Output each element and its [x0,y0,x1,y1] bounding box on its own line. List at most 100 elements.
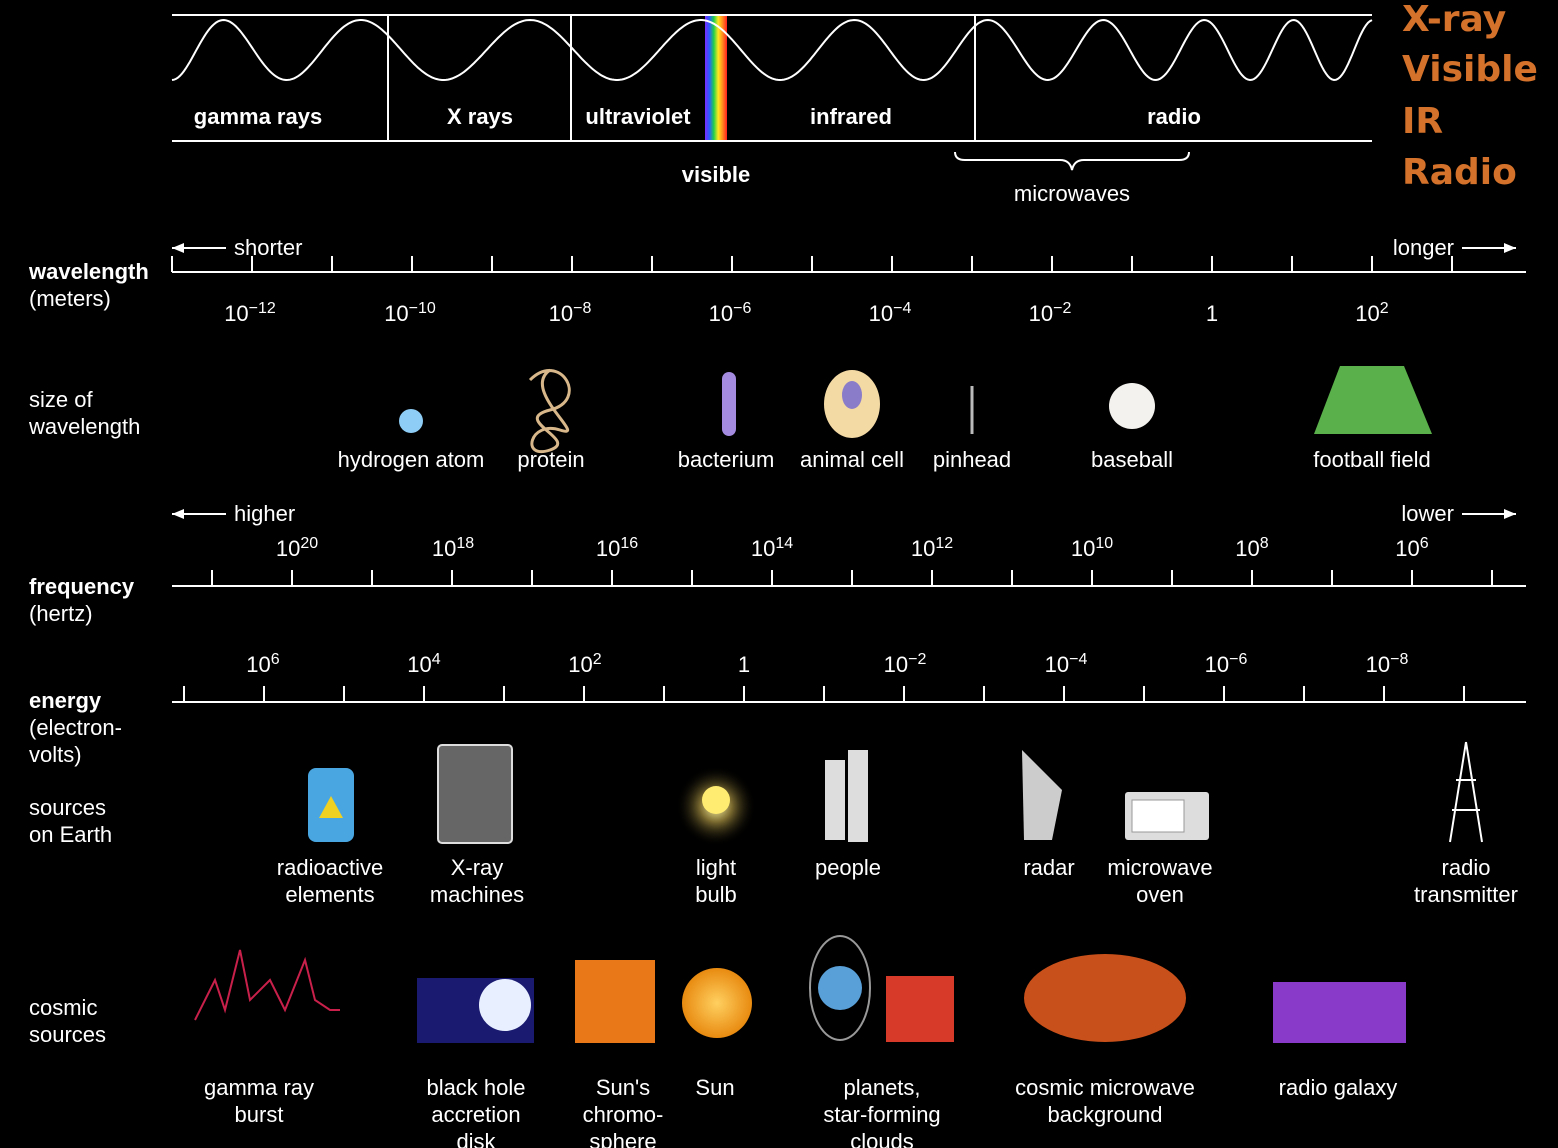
band-label: X rays [447,104,513,129]
direction-label: longer [1393,235,1454,260]
row-label: wavelength [28,414,140,439]
arrow-head [172,243,184,253]
earth-source: radio [1442,855,1491,880]
tick-label: 10−10 [384,300,436,326]
tick-base: 10 [884,652,908,677]
band-label: gamma rays [194,104,322,129]
tick-label: 10−4 [869,300,912,326]
visible-label: visible [682,162,750,187]
tick-base: 10 [432,536,456,561]
tick-base: 10 [1205,652,1229,677]
row-label: on Earth [29,822,112,847]
tick-exponent: 16 [620,535,638,552]
tick-label: 1014 [751,535,793,561]
tick-exponent: 6 [1420,535,1429,552]
tick-exponent: −12 [249,300,276,317]
cosmic-source: Sun's [596,1075,650,1100]
direction-label: lower [1401,501,1454,526]
tick-base: 10 [1071,536,1095,561]
tick-label: 108 [1235,535,1268,561]
size-item: football field [1313,447,1430,472]
tick-label: 106 [246,651,279,677]
tick-label: 10−8 [1366,651,1409,677]
arrow-head [1504,509,1516,519]
tick-base: 10 [911,536,935,561]
cosmic-source: black hole [426,1075,525,1100]
tick-exponent: −2 [1053,300,1071,317]
tick-exponent: 14 [775,535,793,552]
arrow-head [172,509,184,519]
spectrum-frame [171,14,1373,171]
tick-label: 102 [1355,300,1388,326]
earth-source: radar [1023,855,1074,880]
tick-label: 1 [1206,301,1218,326]
arrow-head [1504,243,1516,253]
size-item: bacterium [678,447,775,472]
row-label: size of [29,387,93,412]
tick-exponent: −8 [573,300,591,317]
earth-source: oven [1136,882,1184,907]
tick-label: 10−4 [1045,651,1088,677]
tick-base: 1 [1206,301,1218,326]
size-item: baseball [1091,447,1173,472]
row-label: sources [29,795,106,820]
tick-exponent: −6 [733,300,751,317]
tick-exponent: 10 [1095,535,1113,552]
earth-source: microwave [1107,855,1212,880]
cosmic-source: radio galaxy [1279,1075,1398,1100]
tick-exponent: 4 [432,651,441,668]
highlight-item: Radio [1402,152,1517,193]
cosmic-source: planets, [843,1075,920,1100]
row-label: sources [29,1022,106,1047]
tick-label: 106 [1395,535,1428,561]
tick-base: 10 [246,652,270,677]
row-unit: (electron- [29,715,122,740]
tick-exponent: 18 [456,535,474,552]
highlight-item: Visible [1402,49,1538,90]
tick-exponent: 20 [300,535,318,552]
tick-exponent: −2 [908,651,926,668]
earth-source: bulb [695,882,737,907]
row-unit: (meters) [29,286,111,311]
earth-source: people [815,855,881,880]
row-label: frequency [29,574,135,599]
highlight-item: X-ray [1402,0,1506,40]
tick-base: 10 [407,652,431,677]
icons [194,366,1483,1043]
cosmic-source: clouds [850,1129,914,1148]
tick-label: 10−6 [709,300,752,326]
size-item: pinhead [933,447,1011,472]
tick-base: 10 [1395,536,1419,561]
tick-exponent: 6 [271,651,280,668]
tick-label: 10−2 [1029,300,1072,326]
tick-exponent: −10 [409,300,436,317]
cosmic-source: gamma ray [204,1075,314,1100]
size-item: animal cell [800,447,904,472]
size-item: hydrogen atom [338,447,485,472]
tick-label: 10−8 [549,300,592,326]
row-label: cosmic [29,995,97,1020]
cosmic-source: disk [456,1129,496,1148]
cosmic-source: accretion [431,1102,520,1127]
microwaves-label: microwaves [1014,181,1130,206]
tick-exponent: −4 [893,300,911,317]
direction-label: shorter [234,235,302,260]
earth-source: X-ray [451,855,504,880]
cosmic-source: cosmic microwave [1015,1075,1195,1100]
tick-base: 10 [384,301,408,326]
band-label: infrared [810,104,892,129]
tick-base: 10 [869,301,893,326]
tick-exponent: 12 [935,535,953,552]
tick-label: 10−2 [884,651,927,677]
row-label: energy [29,688,102,713]
cosmic-source: star-forming [823,1102,940,1127]
row-unit: (hertz) [29,601,93,626]
cosmic-source: sphere [589,1129,656,1148]
tick-base: 10 [751,536,775,561]
tick-base: 10 [1029,301,1053,326]
band-label: ultraviolet [585,104,691,129]
tick-base: 10 [1366,652,1390,677]
tick-base: 10 [709,301,733,326]
